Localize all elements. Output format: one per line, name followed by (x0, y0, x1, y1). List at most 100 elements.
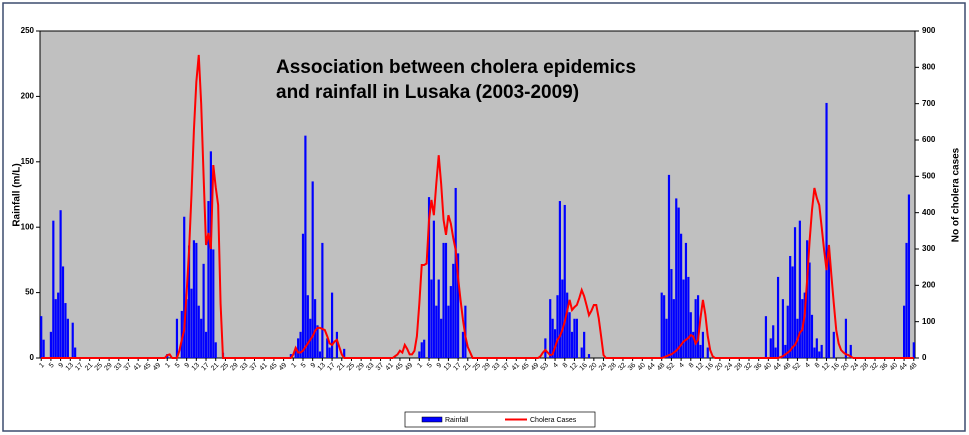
x-tick-label: 1 (416, 362, 424, 370)
bar (200, 318, 203, 358)
bar (204, 331, 208, 358)
x-tick-label: 44 (898, 362, 909, 373)
bar (185, 299, 188, 358)
bar (818, 351, 821, 358)
bar (583, 331, 586, 358)
bar (57, 292, 60, 358)
x-tick-label: 49 (530, 362, 541, 373)
x-tick-label: 28 (607, 362, 618, 373)
x-tick-label: 5 (300, 362, 308, 370)
x-tick-label: 16 (830, 362, 841, 373)
bar (330, 292, 334, 358)
bar (832, 331, 835, 358)
x-tick-label: 21 (210, 362, 221, 373)
x-tick-label: 25 (94, 362, 105, 373)
x-tick-label: 40 (889, 362, 900, 373)
bar (54, 299, 57, 358)
bar (49, 331, 52, 358)
x-tick-label: 21 (462, 362, 473, 373)
bar (774, 347, 777, 358)
x-tick-label: 45 (142, 362, 153, 373)
x-tick-label: 4 (552, 362, 560, 370)
y2-tick-label: 0 (922, 353, 927, 362)
bar (793, 227, 797, 358)
bar (61, 266, 65, 358)
bar (42, 339, 45, 358)
bar (297, 338, 300, 358)
bar (670, 269, 673, 358)
bar (677, 207, 680, 358)
bar (454, 187, 457, 358)
x-tick-label: 29 (229, 362, 240, 373)
bar (791, 266, 794, 358)
bar (40, 316, 43, 358)
x-tick-label: 48 (908, 362, 919, 373)
y-axis-label: Rainfall (m/L) (12, 163, 23, 226)
bar (299, 331, 302, 358)
x-tick-label: 5 (426, 362, 434, 370)
bar (437, 279, 440, 358)
bar (684, 242, 688, 358)
x-tick-label: 53 (540, 362, 551, 373)
bar (549, 299, 552, 358)
bar (449, 286, 452, 358)
x-tick-label: 12 (569, 362, 580, 373)
x-tick-label: 5 (174, 362, 182, 370)
bar (680, 233, 683, 358)
bar (289, 354, 292, 358)
x-tick-label: 4 (678, 362, 686, 370)
bar (570, 331, 574, 358)
chart-title: Association between cholera epidemics (276, 57, 636, 78)
x-tick-label: 13 (443, 362, 454, 373)
bar (180, 310, 183, 358)
x-tick-label: 29 (481, 362, 492, 373)
x-tick-label: 29 (103, 362, 114, 373)
x-tick-label: 45 (520, 362, 531, 373)
bar (682, 279, 685, 358)
bar (321, 242, 324, 358)
bar (776, 276, 780, 358)
x-tick-label: 36 (879, 362, 890, 373)
x-tick-label: 9 (58, 362, 66, 370)
bar (207, 201, 210, 358)
x-tick-label: 4 (804, 362, 812, 370)
x-tick-label: 17 (452, 362, 463, 373)
x-tick-label: 21 (84, 362, 95, 373)
x-tick-label: 17 (326, 362, 337, 373)
bar (190, 288, 193, 358)
bar (769, 338, 772, 358)
bar (692, 331, 695, 358)
bar (343, 348, 346, 358)
x-tick-label: 5 (48, 362, 56, 370)
legend-swatch (421, 416, 443, 423)
bar (665, 318, 668, 358)
y2-tick-label: 900 (922, 26, 936, 35)
x-tick-label: 1 (38, 362, 46, 370)
bar (435, 305, 438, 358)
x-tick-label: 21 (336, 362, 347, 373)
bar (825, 102, 828, 358)
bar (461, 331, 465, 358)
bar (587, 354, 591, 358)
bar (907, 194, 911, 358)
bar (905, 242, 908, 358)
x-tick-label: 32 (743, 362, 754, 373)
bar (912, 342, 915, 358)
bar (212, 249, 215, 358)
x-tick-label: 44 (646, 362, 657, 373)
x-tick-label: 24 (598, 362, 609, 373)
bar (764, 316, 768, 358)
legend-box (404, 411, 596, 428)
legend-label: Rainfall (445, 417, 469, 424)
bar (772, 325, 775, 358)
bar (316, 325, 319, 358)
bar (66, 318, 69, 358)
bar (304, 135, 307, 358)
bar (551, 318, 554, 358)
bar (440, 318, 443, 358)
x-tick-label: 52 (666, 362, 677, 373)
bar (798, 220, 801, 358)
x-tick-label: 28 (860, 362, 871, 373)
x-tick-label: 36 (627, 362, 638, 373)
